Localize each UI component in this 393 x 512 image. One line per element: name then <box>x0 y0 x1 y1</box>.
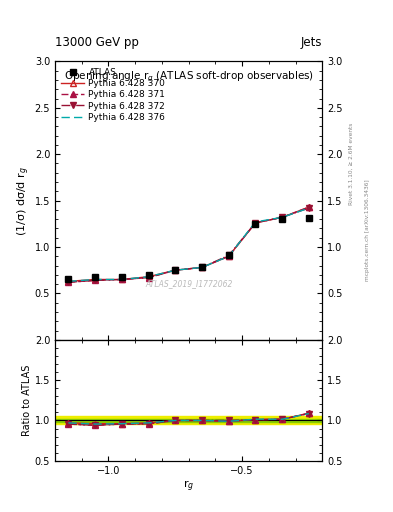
Pythia 6.428 376 <box>173 267 178 273</box>
Bar <box>55 419 322 422</box>
Pythia 6.428 370 <box>280 214 285 220</box>
Pythia 6.428 376 <box>280 214 285 220</box>
Line: Pythia 6.428 371: Pythia 6.428 371 <box>66 204 312 285</box>
Pythia 6.428 376 <box>119 276 124 283</box>
Text: ATLAS_2019_I1772062: ATLAS_2019_I1772062 <box>145 280 232 289</box>
Pythia 6.428 370 <box>66 278 71 284</box>
Text: Rivet 3.1.10, ≥ 2.6M events: Rivet 3.1.10, ≥ 2.6M events <box>349 123 354 205</box>
Pythia 6.428 371 <box>253 220 258 226</box>
Pythia 6.428 371 <box>307 204 311 210</box>
Legend: ATLAS, Pythia 6.428 370, Pythia 6.428 371, Pythia 6.428 372, Pythia 6.428 376: ATLAS, Pythia 6.428 370, Pythia 6.428 37… <box>59 66 167 123</box>
Pythia 6.428 376 <box>66 278 71 284</box>
Pythia 6.428 372 <box>253 220 258 226</box>
Pythia 6.428 371 <box>146 274 151 281</box>
Pythia 6.428 376 <box>146 273 151 280</box>
Pythia 6.428 371 <box>173 267 178 273</box>
Pythia 6.428 372 <box>93 278 97 284</box>
ATLAS <box>200 264 204 270</box>
X-axis label: r$_g$: r$_g$ <box>183 478 194 494</box>
ATLAS <box>119 273 124 280</box>
Pythia 6.428 371 <box>66 279 71 285</box>
Line: ATLAS: ATLAS <box>65 215 312 283</box>
Pythia 6.428 371 <box>200 264 204 270</box>
Y-axis label: Ratio to ATLAS: Ratio to ATLAS <box>22 365 32 436</box>
Pythia 6.428 376 <box>226 253 231 260</box>
Pythia 6.428 372 <box>200 264 204 270</box>
Pythia 6.428 372 <box>146 274 151 281</box>
ATLAS <box>280 216 285 222</box>
Text: 13000 GeV pp: 13000 GeV pp <box>55 36 139 49</box>
Pythia 6.428 370 <box>146 273 151 280</box>
Pythia 6.428 372 <box>119 276 124 283</box>
Pythia 6.428 370 <box>200 264 204 270</box>
Text: Jets: Jets <box>301 36 322 49</box>
Text: Opening angle r$_g$ (ATLAS soft-drop observables): Opening angle r$_g$ (ATLAS soft-drop obs… <box>64 70 314 84</box>
Pythia 6.428 370 <box>253 220 258 226</box>
ATLAS <box>173 267 178 273</box>
Pythia 6.428 372 <box>226 252 231 259</box>
Pythia 6.428 376 <box>307 205 311 211</box>
Text: mcplots.cern.ch [arXiv:1306.3436]: mcplots.cern.ch [arXiv:1306.3436] <box>365 180 370 281</box>
Pythia 6.428 370 <box>93 276 97 283</box>
Y-axis label: (1/σ) dσ/d r$_g$: (1/σ) dσ/d r$_g$ <box>15 166 32 236</box>
ATLAS <box>253 221 258 227</box>
Pythia 6.428 370 <box>226 253 231 260</box>
ATLAS <box>66 276 71 283</box>
ATLAS <box>226 252 231 259</box>
Pythia 6.428 371 <box>226 253 231 260</box>
Line: Pythia 6.428 376: Pythia 6.428 376 <box>68 208 309 281</box>
Bar <box>55 416 322 424</box>
Pythia 6.428 370 <box>173 267 178 273</box>
Pythia 6.428 372 <box>66 279 71 285</box>
ATLAS <box>93 273 97 280</box>
Pythia 6.428 376 <box>200 264 204 270</box>
ATLAS <box>146 272 151 278</box>
Pythia 6.428 370 <box>119 276 124 283</box>
Pythia 6.428 371 <box>119 276 124 283</box>
Pythia 6.428 371 <box>93 278 97 284</box>
Pythia 6.428 372 <box>307 205 311 211</box>
Line: Pythia 6.428 370: Pythia 6.428 370 <box>66 204 312 284</box>
Pythia 6.428 371 <box>280 214 285 220</box>
ATLAS <box>307 215 311 221</box>
Pythia 6.428 370 <box>307 204 311 210</box>
Pythia 6.428 376 <box>253 219 258 225</box>
Line: Pythia 6.428 372: Pythia 6.428 372 <box>66 205 312 285</box>
Pythia 6.428 376 <box>93 276 97 283</box>
Pythia 6.428 372 <box>173 267 178 273</box>
Pythia 6.428 372 <box>280 214 285 220</box>
